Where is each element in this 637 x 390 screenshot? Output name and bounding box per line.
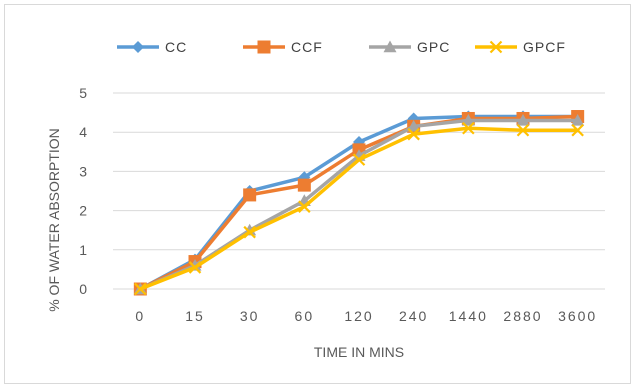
data-point-gpcf: [462, 122, 475, 135]
legend-item-gpcf: GPCF: [475, 39, 566, 55]
legend: CC CCF GPC GPCF: [117, 39, 566, 55]
data-point-gpcf: [571, 123, 584, 137]
data-point-gpcf: [298, 200, 311, 213]
legend-label: CC: [165, 39, 187, 55]
x-tick-label: 120: [344, 308, 373, 324]
x-tick-labels: 0 15 30 60 120 240 1440 2880 3600: [135, 308, 597, 324]
legend-marker-gpcf: [489, 40, 503, 54]
x-tick-label: 1440: [449, 308, 488, 324]
data-point-gpcf: [352, 153, 366, 166]
x-tick-label: 240: [399, 308, 428, 324]
x-tick-label: 0: [135, 308, 145, 324]
data-series: [133, 110, 585, 296]
data-point-ccf: [243, 188, 257, 202]
y-tick-label: 5: [79, 85, 89, 101]
data-point-ccf: [297, 178, 311, 192]
x-tick-label: 30: [240, 308, 260, 324]
legend-marker-gpc: [383, 40, 397, 53]
legend-label: GPCF: [523, 39, 566, 55]
y-tick-label: 1: [79, 242, 89, 258]
data-point-gpc: [571, 113, 585, 126]
legend-item-cc: CC: [117, 39, 187, 55]
x-tick-label: 60: [295, 308, 315, 324]
line-chart: 0 1 2 3 4 5 0 15 30 60 120 240 1440 2880 3600 CC CCF GP…: [46, 39, 605, 360]
data-point-gpc: [516, 113, 530, 126]
chart-area: 0 1 2 3 4 5 0 15 30 60 120 240 1440 2880 3600 CC CCF GP…: [4, 4, 631, 384]
data-point-gpc: [461, 113, 475, 126]
y-tick-label: 0: [79, 281, 89, 297]
legend-marker-cc: [132, 41, 144, 53]
y-axis-title: % OF WATER ABSORPTION: [46, 128, 62, 312]
x-axis-title: TIME IN MINS: [314, 344, 404, 360]
data-point-gpcf: [188, 261, 202, 274]
x-tick-label: 3600: [558, 308, 597, 324]
data-point-gpcf: [134, 282, 147, 296]
gridlines: [113, 92, 605, 290]
legend-label: CCF: [291, 39, 323, 55]
x-tick-label: 2880: [503, 308, 542, 324]
data-point-gpcf: [407, 127, 420, 141]
x-tick-label: 15: [185, 308, 205, 324]
legend-item-gpc: GPC: [369, 39, 450, 55]
data-point-gpc: [407, 119, 421, 132]
legend-marker-ccf: [257, 40, 271, 54]
y-tick-label: 4: [79, 124, 89, 140]
series-gpcf: [134, 122, 584, 296]
y-tick-labels: 0 1 2 3 4 5: [79, 85, 89, 297]
data-point-gpcf: [243, 225, 256, 239]
series-cc: [134, 110, 584, 295]
legend-item-ccf: CCF: [243, 39, 323, 55]
y-tick-label: 2: [79, 203, 89, 219]
y-tick-label: 3: [79, 163, 89, 179]
data-point-gpcf: [516, 123, 530, 137]
legend-label: GPC: [417, 39, 450, 55]
